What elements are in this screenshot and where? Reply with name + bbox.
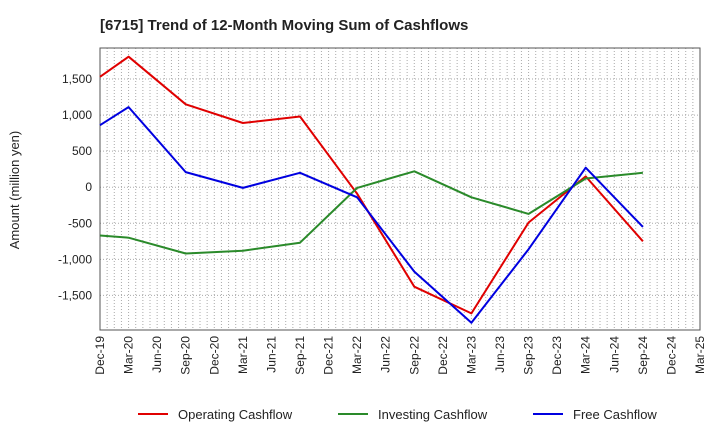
x-tick-label: Sep-24	[636, 336, 650, 375]
x-tick-label: Dec-24	[664, 336, 678, 375]
y-tick-label: -1,500	[58, 288, 92, 302]
y-axis-label: Amount (million yen)	[7, 131, 22, 250]
x-tick-label: Sep-20	[179, 336, 193, 375]
legend-label: Investing Cashflow	[378, 407, 488, 422]
y-tick-label: -500	[68, 216, 92, 230]
x-tick-label: Dec-22	[436, 336, 450, 375]
legend: Operating Cashflow Investing Cashflow Free…	[138, 407, 657, 422]
x-tick-label: Sep-23	[522, 336, 536, 375]
x-tick-label: Sep-21	[293, 336, 307, 375]
series-lines	[99, 55, 644, 324]
series-line-investing-cashflow	[99, 170, 643, 255]
series-line-operating-cashflow	[99, 55, 644, 315]
x-tick-label: Dec-20	[207, 336, 221, 375]
x-tick-label: Dec-21	[322, 336, 336, 375]
chart-title: [6715] Trend of 12-Month Moving Sum of C…	[100, 17, 468, 34]
grid	[100, 48, 700, 330]
x-tick-label: Mar-24	[579, 336, 593, 374]
plot-area-frame	[99, 47, 701, 331]
y-tick-label: 500	[72, 144, 92, 158]
x-tick-label: Mar-22	[350, 336, 364, 374]
x-tick-label: Sep-22	[407, 336, 421, 375]
y-axis-ticks: -1,500 -1,000 -500 0 500 1,000 1,500	[58, 72, 92, 302]
x-tick-label: Mar-25	[693, 336, 707, 374]
x-axis-ticks: Dec-19 Mar-20 Jun-20 Sep-20 Dec-20 Mar-21 Jun-…	[93, 336, 707, 375]
x-tick-label: Jun-22	[379, 336, 393, 373]
y-tick-label: 0	[85, 180, 92, 194]
series-line-free-cashflow	[99, 106, 644, 324]
x-tick-label: Jun-20	[150, 336, 164, 373]
x-tick-label: Mar-20	[122, 336, 136, 374]
legend-label: Operating Cashflow	[178, 407, 293, 422]
y-tick-label: -1,000	[58, 252, 92, 266]
x-tick-label: Jun-23	[493, 336, 507, 373]
y-tick-label: 1,500	[62, 72, 92, 86]
x-tick-label: Dec-23	[550, 336, 564, 375]
x-tick-label: Dec-19	[93, 336, 107, 375]
x-tick-label: Mar-21	[236, 336, 250, 374]
x-tick-label: Jun-24	[607, 336, 621, 373]
x-tick-label: Jun-21	[264, 336, 278, 373]
y-tick-label: 1,000	[62, 108, 92, 122]
x-tick-label: Mar-23	[464, 336, 478, 374]
legend-label: Free Cashflow	[573, 407, 657, 422]
